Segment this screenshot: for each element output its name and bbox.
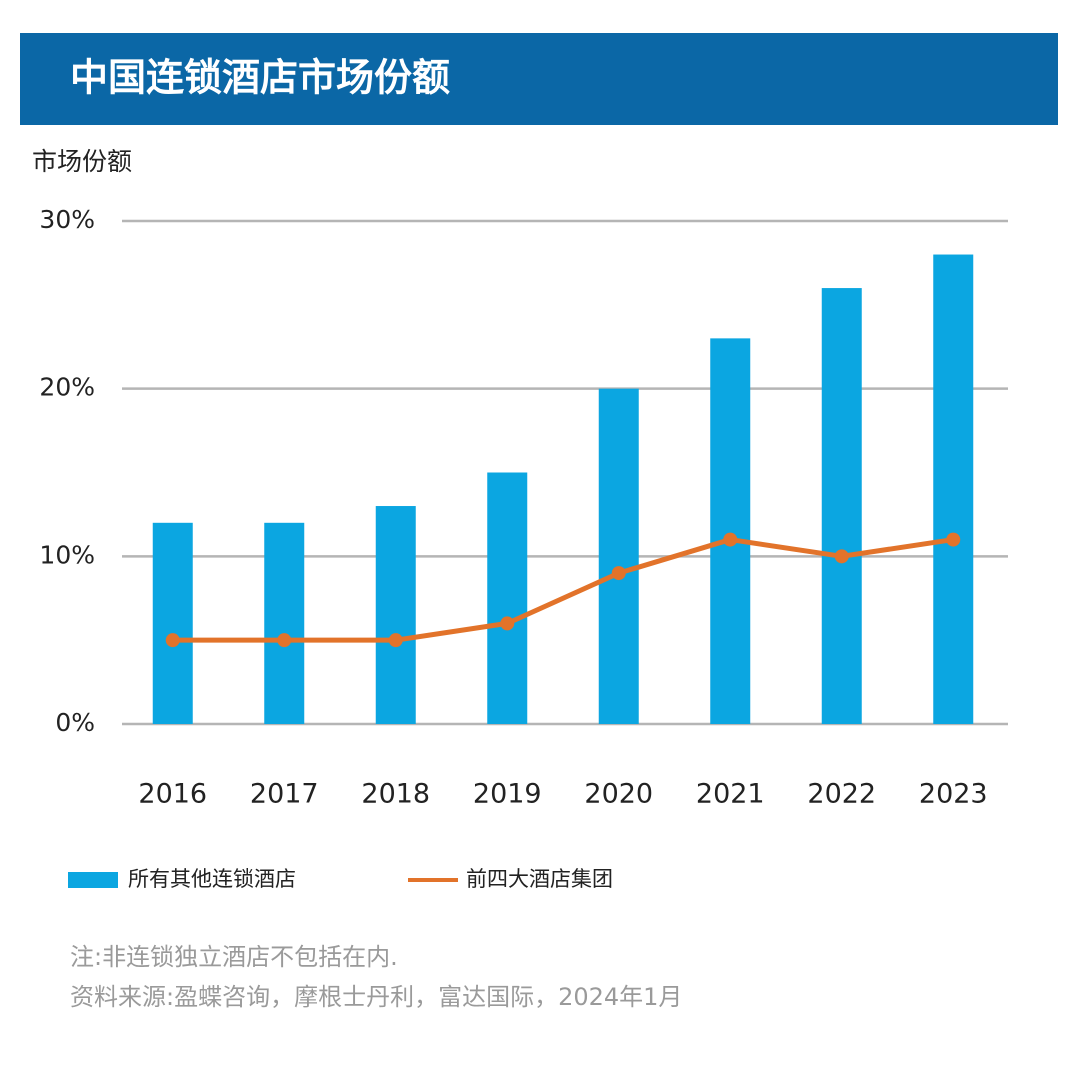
bar	[598, 388, 639, 724]
bar	[821, 288, 862, 724]
y-tick-label: 10%	[39, 540, 95, 569]
x-tick-label: 2018	[361, 779, 430, 810]
line	[172, 537, 954, 643]
legend-label: 所有其他连锁酒店	[128, 867, 296, 891]
point	[277, 633, 292, 648]
point	[834, 549, 849, 564]
x-tick-label: 2019	[473, 779, 542, 810]
y-tick-label: 30%	[39, 205, 95, 234]
plot-area: 0% 10% 20% 30% 2016 2017 2018 2019 2020 2021 2022 2…	[39, 205, 1008, 810]
x-tick-label: 2017	[250, 779, 319, 810]
header-bar	[20, 33, 1058, 125]
point	[165, 633, 180, 648]
bar	[375, 506, 416, 724]
bar	[933, 254, 974, 725]
bar	[264, 522, 305, 724]
bar	[152, 522, 193, 724]
y-axis-label: 市场份额	[32, 147, 132, 176]
y-tick-label: 20%	[39, 373, 95, 402]
legend-label: 前四大酒店集团	[466, 867, 613, 891]
bar	[710, 338, 751, 724]
source: 资料来源:盈蝶咨询，摩根士丹利，富达国际，2024年1月	[70, 983, 682, 1011]
y-tick-label: 0%	[55, 708, 95, 737]
point	[611, 566, 626, 581]
x-tick-label: 2021	[696, 779, 765, 810]
note: 注:非连锁独立酒店不包括在内.	[70, 943, 398, 971]
point	[500, 616, 515, 631]
legend-swatch	[68, 872, 118, 888]
x-tick-label: 2020	[584, 779, 653, 810]
x-tick-label: 2016	[138, 779, 207, 810]
bar	[487, 472, 528, 724]
point	[723, 532, 738, 547]
point	[946, 532, 961, 547]
chart-title: 中国连锁酒店市场份额	[70, 56, 450, 100]
x-tick-label: 2022	[807, 779, 876, 810]
x-tick-label: 2023	[919, 779, 988, 810]
point	[388, 633, 403, 648]
